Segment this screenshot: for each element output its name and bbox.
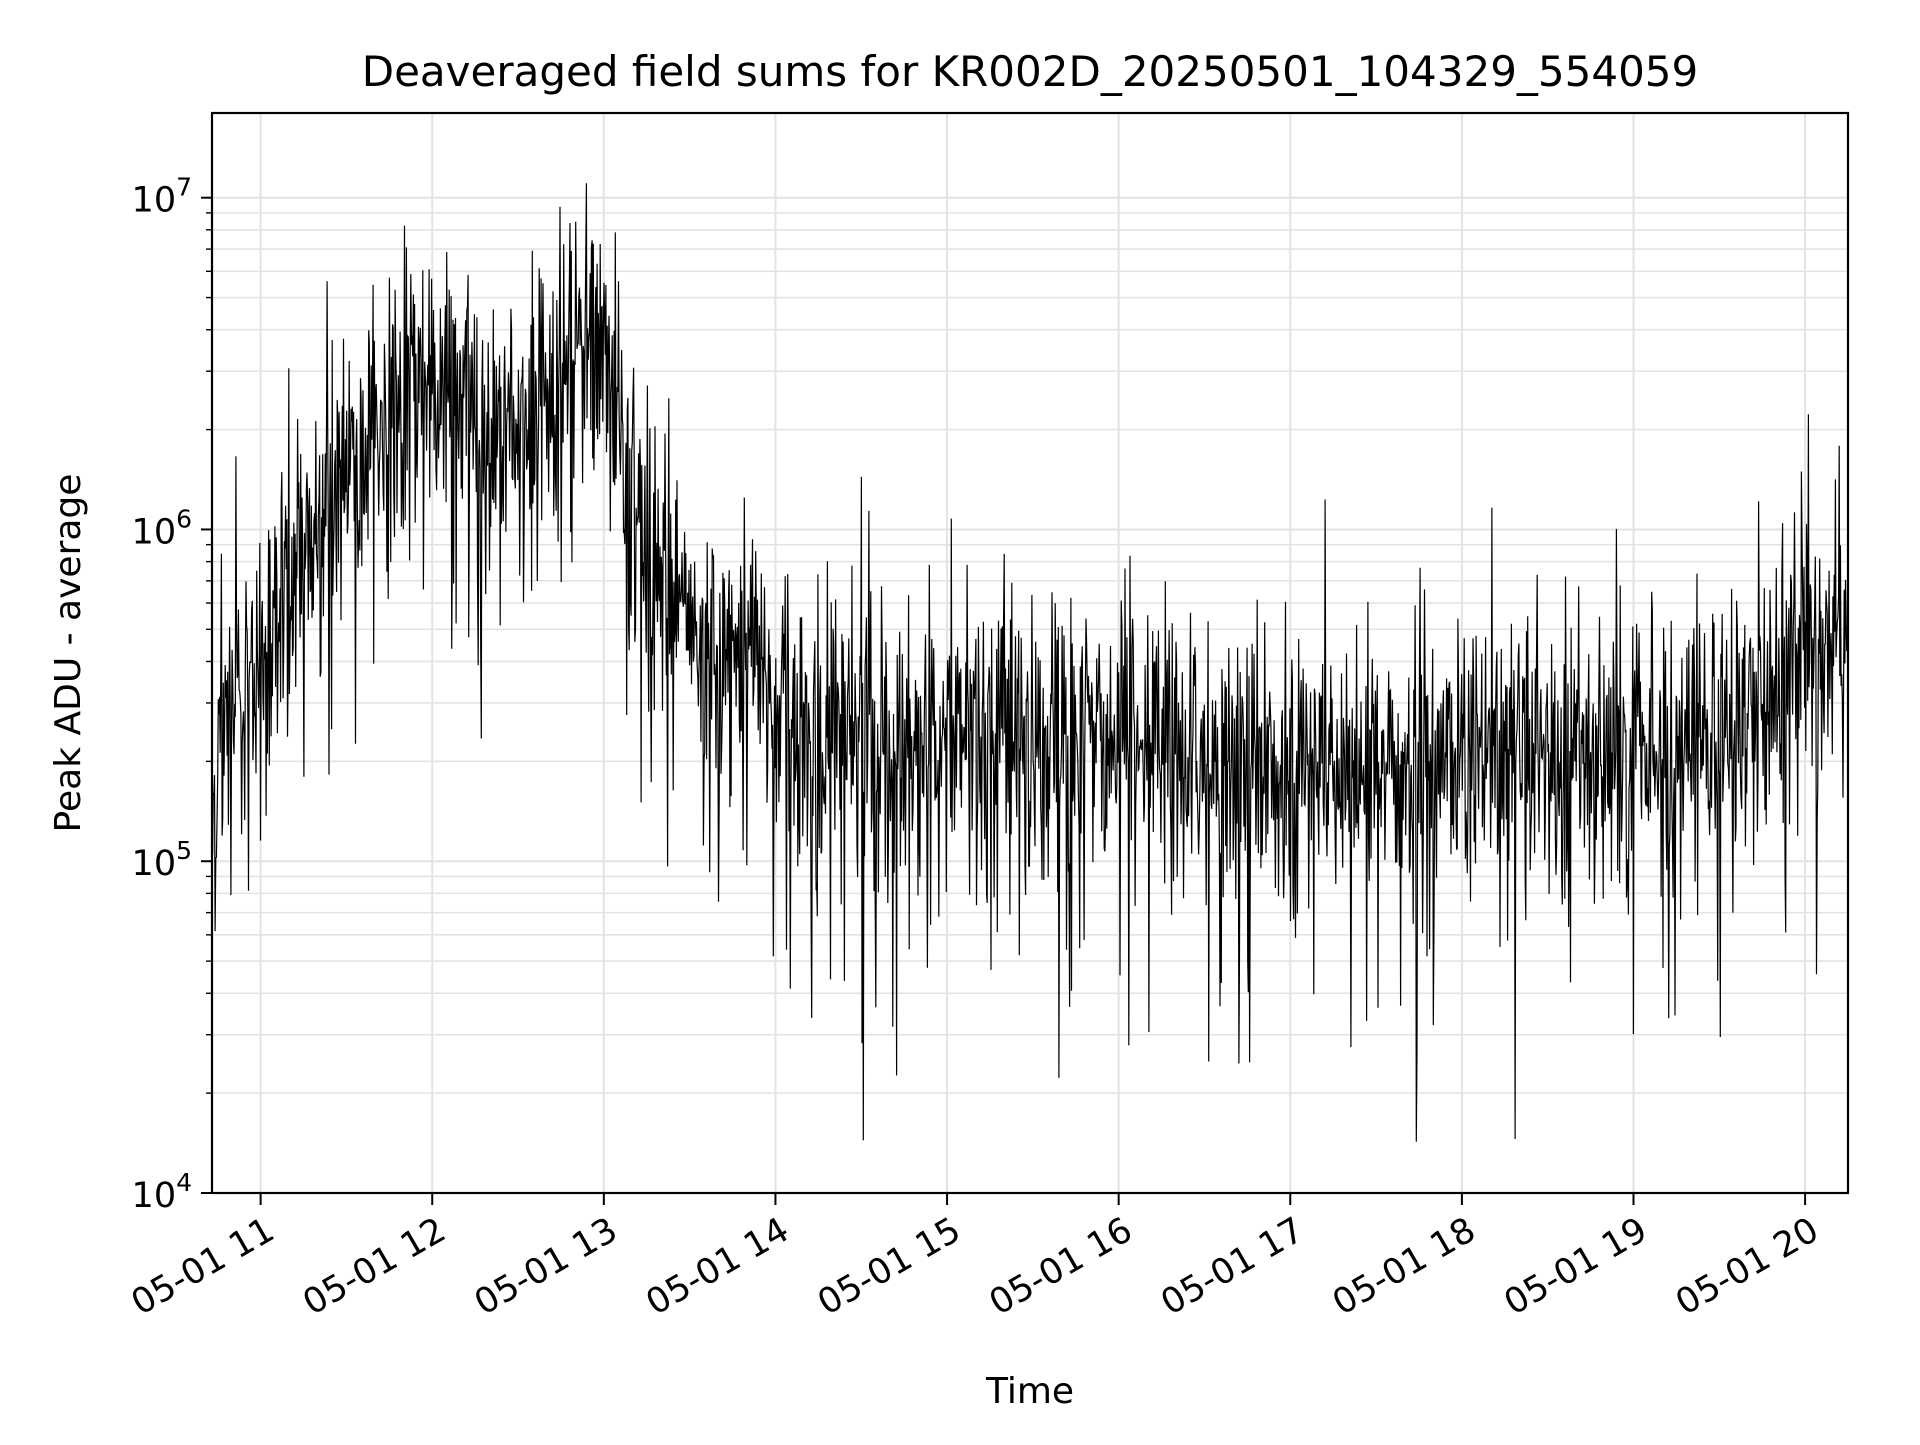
y-tick-label: 107 bbox=[132, 173, 192, 221]
y-tick-base: 10 bbox=[132, 844, 177, 884]
y-tick-base: 10 bbox=[132, 181, 177, 221]
y-tick-exponent: 5 bbox=[176, 836, 192, 865]
y-tick-exponent: 6 bbox=[176, 504, 192, 533]
y-tick-base: 10 bbox=[132, 1176, 177, 1216]
y-axis-label: Peak ADU - average bbox=[48, 474, 89, 833]
y-tick-label: 104 bbox=[132, 1168, 192, 1216]
y-tick-base: 10 bbox=[132, 512, 177, 552]
y-tick-exponent: 4 bbox=[176, 1168, 192, 1197]
chart-title: Deaveraged field sums for KR002D_2025050… bbox=[362, 47, 1699, 96]
y-tick-label: 106 bbox=[132, 504, 192, 552]
series-line bbox=[211, 183, 1849, 1142]
x-axis-label: Time bbox=[985, 1371, 1074, 1412]
plot-area-frame bbox=[210, 111, 1850, 1195]
y-tick-label: 105 bbox=[132, 836, 192, 884]
y-tick-exponent: 7 bbox=[176, 173, 192, 202]
